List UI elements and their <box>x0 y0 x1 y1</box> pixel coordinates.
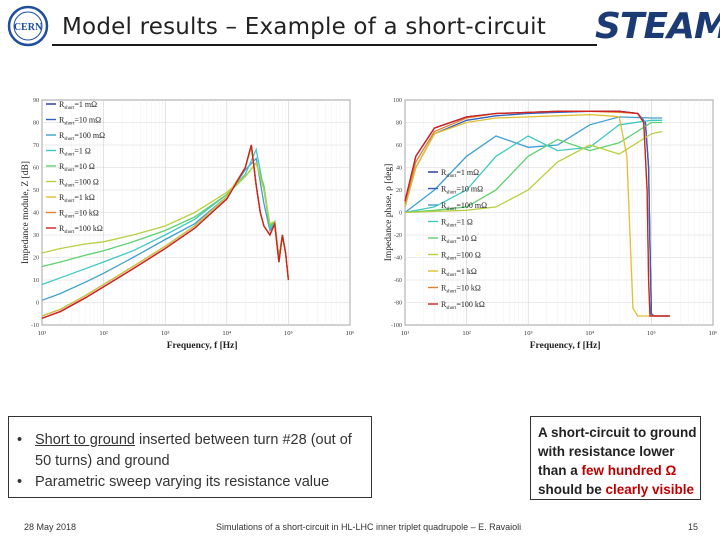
y-axis-label: Impedance module, Z [dB] <box>21 161 31 264</box>
legend-entry: Rshort=1 mΩ <box>441 168 479 179</box>
x-tick-label: 10² <box>99 330 108 337</box>
y-tick-label: 0 <box>36 301 39 307</box>
legend-entry: Rshort=1 kΩ <box>441 267 477 278</box>
y-axis-label: Impedance phase, ρ [deg] <box>384 164 394 262</box>
impedance-phase-chart: -100 -80 -60 -40 -20 0 20 40 60 80 100 10¹ 10² 10³ 10⁴… <box>384 98 717 351</box>
legend-entry: Rshort=10 kΩ <box>441 284 481 295</box>
y-tick-label: 0 <box>399 211 402 217</box>
y-tick-label: -100 <box>391 323 402 329</box>
note-box: A short-circuit to ground with resistanc… <box>530 416 701 500</box>
y-tick-label: -80 <box>394 301 402 307</box>
y-tick-label: -60 <box>394 278 402 284</box>
y-tick-label: 80 <box>33 121 39 127</box>
x-tick-label: 10⁵ <box>647 330 656 337</box>
x-tick-label: 10⁴ <box>585 330 595 337</box>
legend-entry: Rshort=100 mΩ <box>59 131 105 142</box>
bullet-box: • Short to ground inserted between turn #… <box>8 416 372 498</box>
note-text-4: clearly visible <box>605 482 695 497</box>
slide-title: Model results – Example of a short-circu… <box>62 14 546 40</box>
series-line-2 <box>404 116 663 214</box>
y-tick-label: 50 <box>33 188 39 194</box>
y-tick-label: 90 <box>33 98 39 104</box>
legend: Rshort=1 mΩ Rshort=10 mΩ Rshort=100 mΩ Rsho… <box>46 100 105 235</box>
y-tick-label: 20 <box>33 256 39 262</box>
x-tick-label: 10⁶ <box>709 330 718 337</box>
x-tick-label: 10⁵ <box>284 330 293 337</box>
bullet-item-1: • Short to ground inserted between turn #… <box>17 432 352 469</box>
note-text-3: should be <box>538 482 606 497</box>
legend-entry: Rshort=1 Ω <box>441 218 473 229</box>
series-line-3 <box>404 119 663 214</box>
steam-logo: STEAM <box>595 6 720 47</box>
x-tick-label: 10² <box>462 330 471 337</box>
legend-entry: Rshort=1 Ω <box>59 147 91 158</box>
y-tick-label: -20 <box>394 233 402 239</box>
bullet-item-2: • Parametric sweep varying its resistance… <box>17 474 330 490</box>
title-rule <box>52 44 597 46</box>
y-tick-label: -40 <box>394 256 402 262</box>
legend-entry: Rshort=10 Ω <box>441 234 477 245</box>
legend-entry: Rshort=10 mΩ <box>59 116 101 127</box>
y-tick-label: 10 <box>33 278 39 284</box>
legend: Rshort=1 mΩ Rshort=10 mΩ Rshort=100 mΩ Rsho… <box>428 168 487 311</box>
x-tick-label: 10⁶ <box>346 330 355 337</box>
bullet-1-text: inserted between turn #28 (out of 50 tur… <box>35 432 352 469</box>
y-tick-label: 60 <box>33 166 39 172</box>
series-line-8 <box>404 110 670 317</box>
note-text-1: A short-circuit to ground with resistanc… <box>538 425 697 478</box>
legend-entry: Rshort=100 mΩ <box>441 201 487 212</box>
cern-logo: CERN <box>7 5 49 47</box>
legend-entry: Rshort=1 mΩ <box>59 100 97 111</box>
x-tick-label: 10³ <box>524 330 533 337</box>
x-tick-label: 10⁴ <box>222 330 232 337</box>
bullet-1-underlined: Short to ground <box>35 432 135 448</box>
series-line-8 <box>41 144 290 319</box>
series-line-5 <box>404 130 663 214</box>
y-tick-label: 40 <box>396 166 402 172</box>
x-axis-label: Frequency, f [Hz] <box>167 341 238 351</box>
legend-entry: Rshort=1 kΩ <box>59 193 95 204</box>
x-axis-label: Frequency, f [Hz] <box>530 341 601 351</box>
legend-entry: Rshort=100 Ω <box>441 251 481 262</box>
legend-entry: Rshort=100 kΩ <box>59 224 103 235</box>
x-tick-label: 10³ <box>161 330 170 337</box>
x-tick-label: 10¹ <box>401 330 410 337</box>
impedance-module-chart: -10 0 10 20 30 40 50 60 70 80 90 10¹ 10² 10³ 10⁴ 10⁵ 10⁶… <box>21 98 354 351</box>
footer-center: Simulations of a short-circuit in HL-LHC… <box>216 522 522 532</box>
note-text-2: few hundred Ω <box>581 463 677 478</box>
y-tick-label: -10 <box>31 323 39 329</box>
y-tick-label: 80 <box>396 121 402 127</box>
y-tick-label: 60 <box>396 143 402 149</box>
y-tick-label: 40 <box>33 211 39 217</box>
bullet-2-text: Parametric sweep varying its resistance … <box>35 474 330 490</box>
y-tick-label: 100 <box>393 98 402 104</box>
svg-text:CERN: CERN <box>14 22 43 33</box>
legend-entry: Rshort=10 Ω <box>59 162 95 173</box>
footer-page-number: 15 <box>688 522 699 532</box>
legend-entry: Rshort=100 kΩ <box>441 300 485 311</box>
legend-entry: Rshort=10 kΩ <box>59 209 99 220</box>
series-line-6 <box>404 113 670 317</box>
y-tick-label: 30 <box>33 233 39 239</box>
legend-entry: Rshort=100 Ω <box>59 178 99 189</box>
series-line-4 <box>404 121 663 214</box>
footer-date: 28 May 2018 <box>24 522 77 532</box>
x-tick-label: 10¹ <box>38 330 47 337</box>
legend-entry: Rshort=10 mΩ <box>441 185 483 196</box>
y-tick-label: 70 <box>33 143 39 149</box>
y-tick-label: 20 <box>396 188 402 194</box>
